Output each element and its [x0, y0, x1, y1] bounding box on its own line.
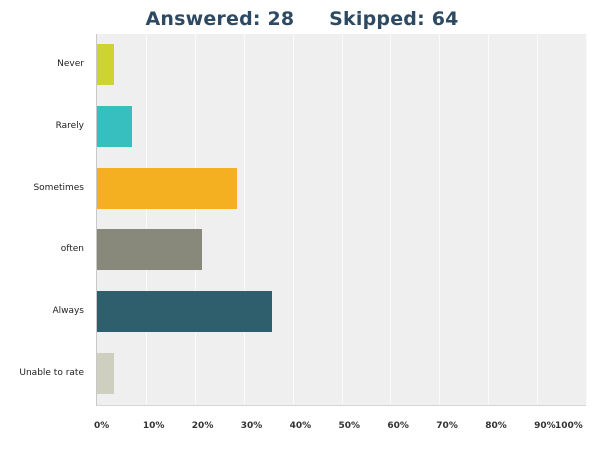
bar-often[interactable]	[97, 229, 202, 271]
x-tick-label: 100%	[555, 421, 583, 431]
gridline	[194, 34, 196, 405]
category-label: Sometimes	[33, 182, 84, 193]
gridline	[243, 34, 245, 405]
category-label: Rarely	[55, 120, 84, 131]
gridline	[488, 34, 490, 405]
x-tick-label: 90%	[534, 421, 556, 431]
x-tick-label: 60%	[387, 421, 409, 431]
answered-count: Answered: 28	[145, 8, 295, 30]
gridline	[292, 34, 294, 405]
category-label: Never	[57, 58, 84, 69]
gridline	[145, 34, 147, 405]
bar-always[interactable]	[97, 291, 272, 333]
x-tick-label: 10%	[142, 421, 165, 431]
x-tick-label: 20%	[191, 421, 214, 431]
x-tick-label: 30%	[240, 421, 263, 431]
bar-unable-to-rate[interactable]	[97, 353, 115, 395]
gridline	[341, 34, 343, 405]
category-label: often	[60, 244, 84, 255]
x-tick-label: 80%	[485, 421, 507, 431]
gridline	[439, 34, 441, 405]
category-label: Unable to rate	[19, 368, 84, 379]
bar-never[interactable]	[97, 43, 115, 85]
response-summary: Answered: 28 Skipped: 64	[0, 8, 604, 30]
chart-plot-area	[96, 34, 587, 406]
bar-rarely[interactable]	[97, 105, 132, 147]
bar-sometimes[interactable]	[97, 167, 237, 209]
x-tick-label: 70%	[436, 421, 458, 431]
x-tick-label: 50%	[338, 421, 361, 431]
skipped-count: Skipped: 64	[329, 8, 459, 30]
x-tick-label: 0%	[94, 421, 110, 431]
gridline	[390, 34, 392, 405]
category-label: Always	[52, 306, 84, 317]
gridline	[537, 34, 539, 405]
x-tick-label: 40%	[289, 421, 312, 431]
gridline	[586, 34, 587, 405]
